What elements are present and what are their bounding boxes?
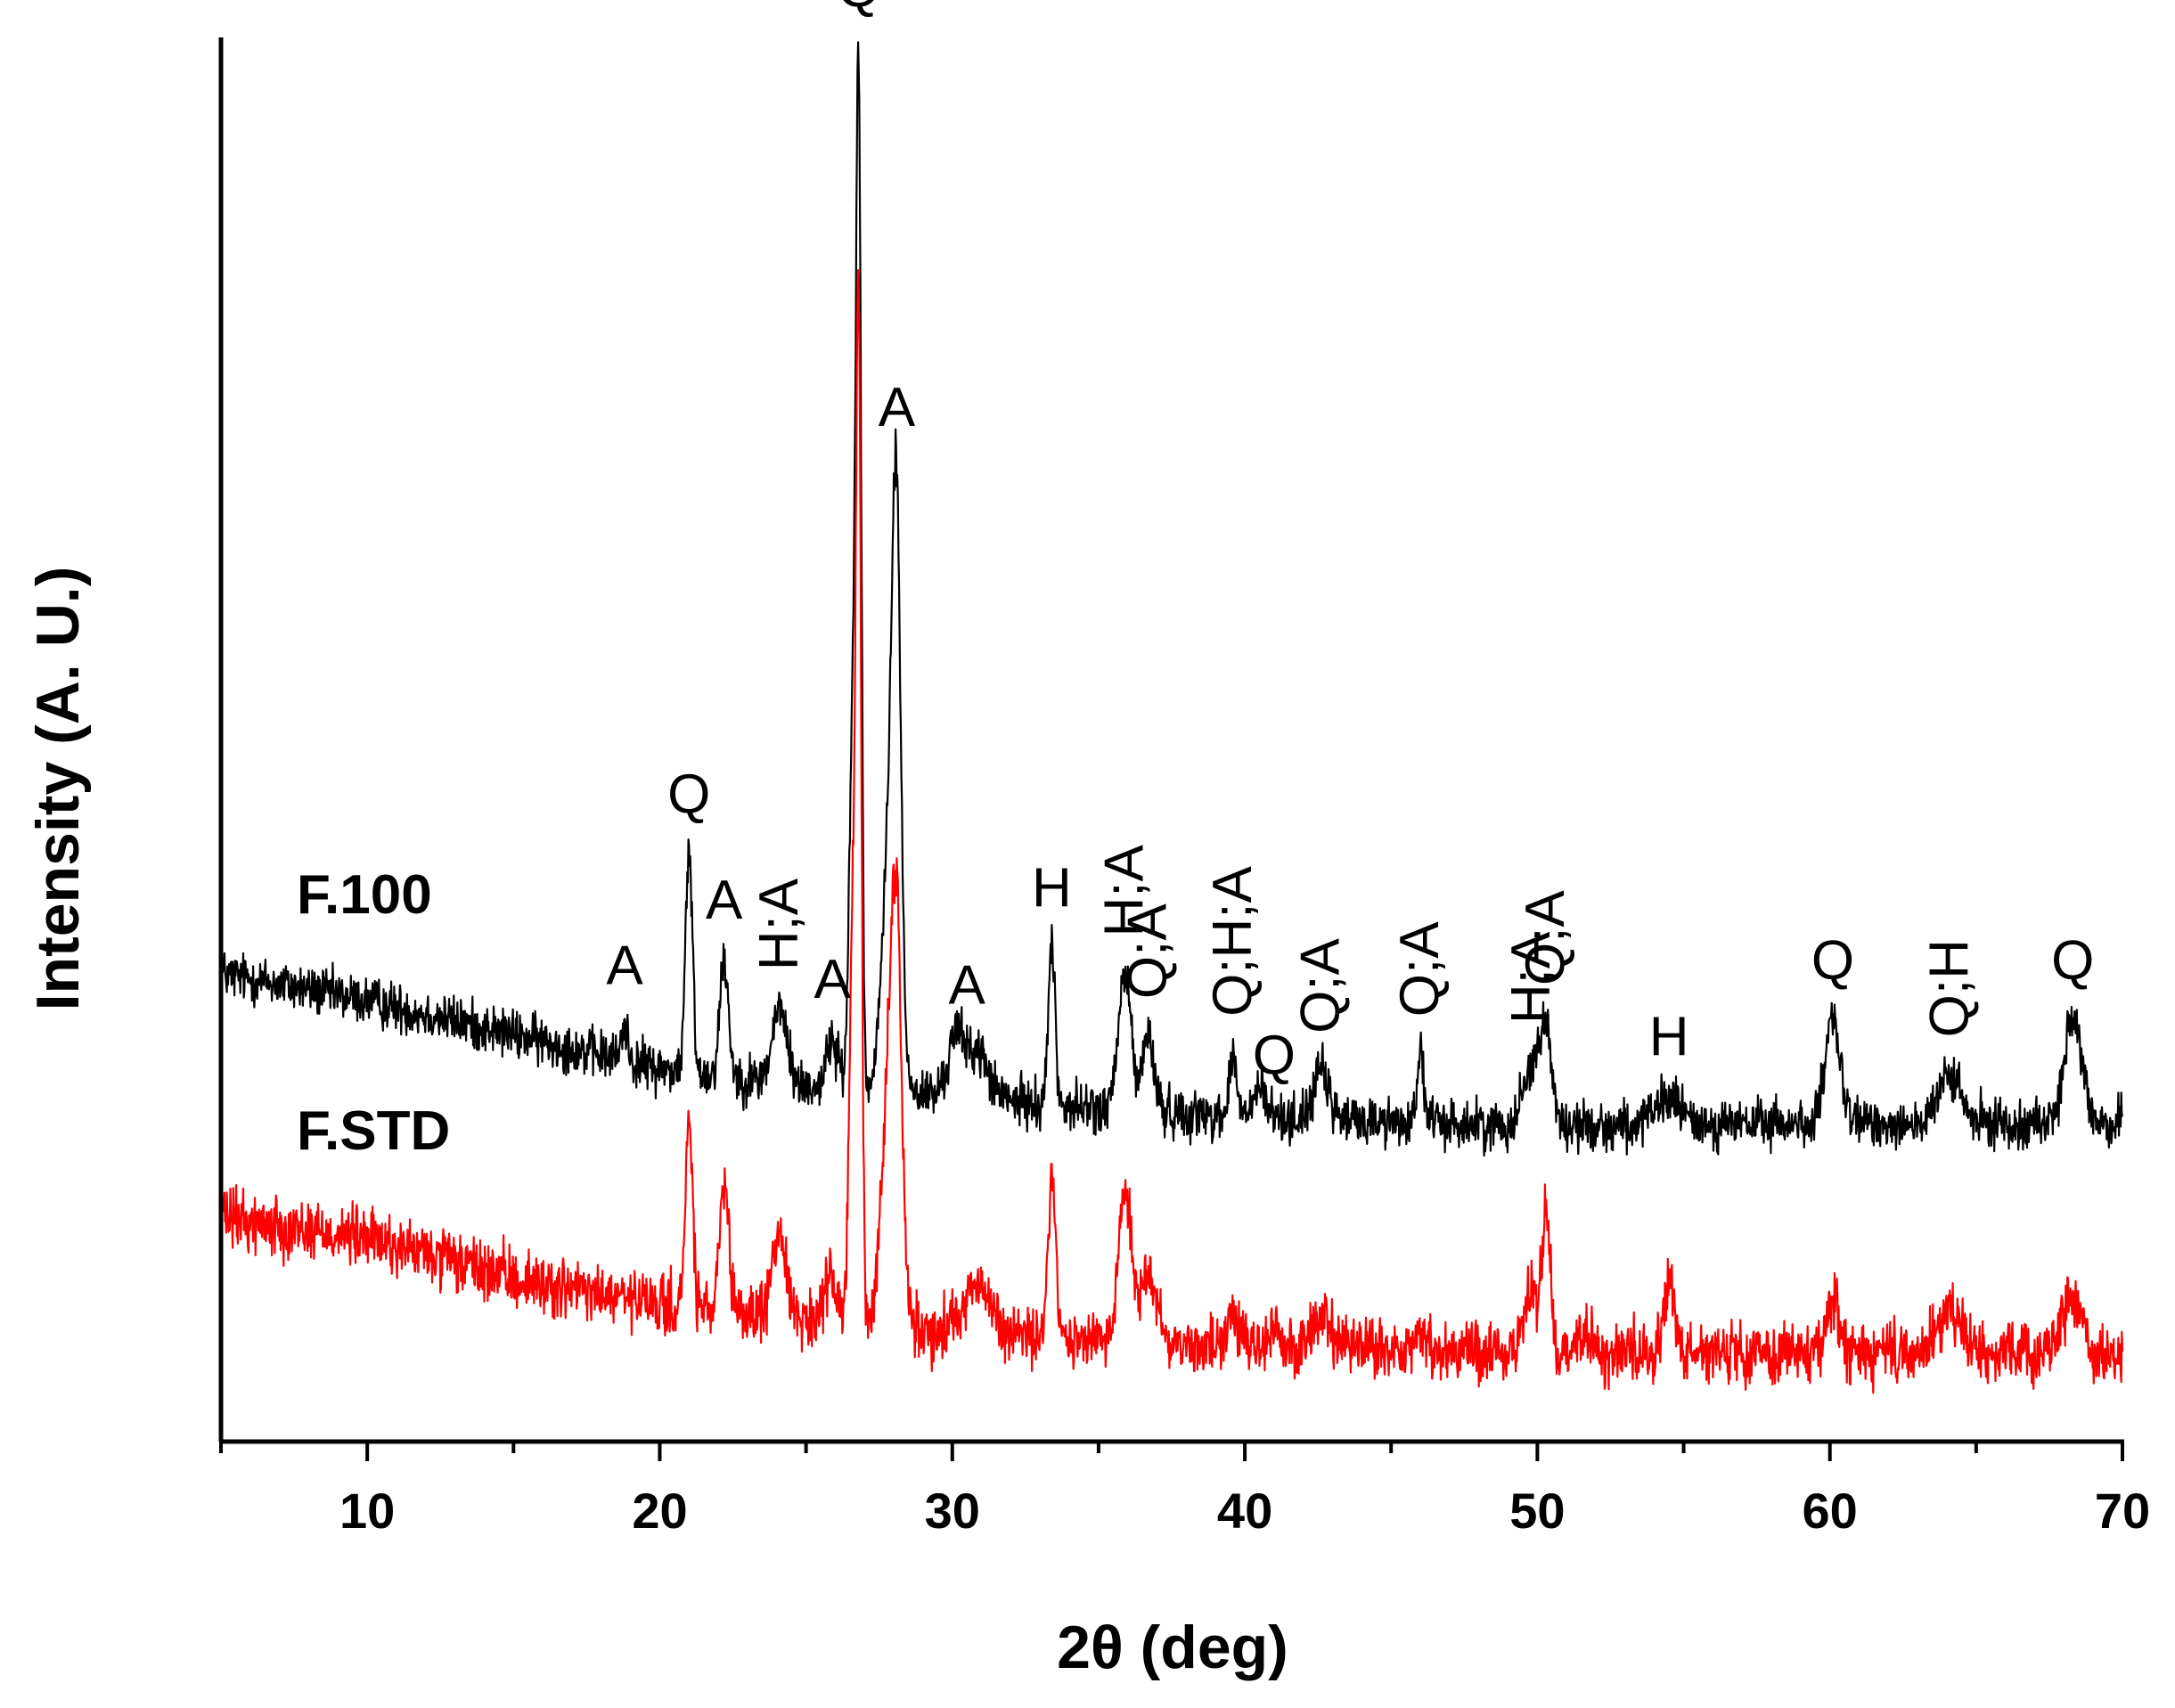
peak-label: H — [1032, 857, 1072, 919]
peak-label: Q — [838, 0, 880, 19]
x-tick-label: 30 — [925, 1483, 980, 1539]
series-layer — [219, 41, 2124, 1394]
y-axis-title: Intensity (A. U.) — [24, 567, 92, 1011]
peak-label: Q;H — [1918, 939, 1980, 1037]
peak-label: Q — [1811, 929, 1854, 991]
peak-label: H — [1649, 1007, 1689, 1068]
peak-label: Q;H;A — [1202, 865, 1263, 1016]
x-tick-label: 40 — [1217, 1483, 1272, 1539]
peak-label: Q;A — [1515, 890, 1576, 985]
peak-label: Q — [2051, 929, 2094, 991]
x-axis-title: 2θ (deg) — [1057, 1614, 1288, 1681]
axes-layer — [218, 37, 2124, 1444]
peak-label: H;A — [748, 878, 810, 970]
peak-label: Q;A — [1289, 937, 1351, 1033]
peak-label: A — [814, 949, 851, 1010]
x-tick-label: 10 — [339, 1483, 395, 1539]
peak-label: Q — [1253, 1025, 1296, 1086]
x-tick-label: 70 — [2095, 1483, 2150, 1539]
peak-labels: AQAH;AAQAAHH;AQ;AQ;H;AQQ;AQ;AH;AQ;AHQQ;H… — [606, 0, 2094, 1086]
peak-label: H;A — [1093, 844, 1155, 936]
peak-label: A — [706, 870, 743, 931]
peak-label: A — [879, 377, 916, 438]
peak-label: A — [949, 955, 986, 1017]
peak-label: Q — [667, 764, 710, 825]
peak-label: H;A — [1500, 931, 1562, 1024]
x-tick-label: 20 — [632, 1483, 687, 1539]
series-label-f100: F.100 — [297, 864, 432, 926]
series-label-fstd: F.STD — [297, 1100, 450, 1162]
series-line-fstd — [219, 269, 2124, 1394]
x-tick-label: 50 — [1509, 1483, 1565, 1539]
x-ticks: 10 20 30 40 50 60 70 — [219, 1442, 2150, 1539]
peak-label: Q;A — [1389, 921, 1451, 1017]
peak-label: Q;A — [1117, 903, 1179, 999]
peak-label: A — [606, 936, 643, 997]
series-line-f100 — [219, 41, 2124, 1157]
x-tick-label: 60 — [1803, 1483, 1858, 1539]
